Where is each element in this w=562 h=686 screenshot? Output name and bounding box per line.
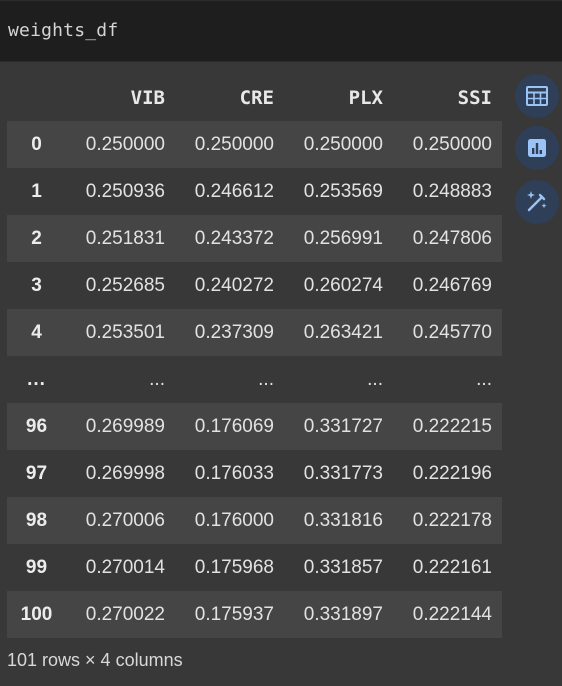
row-index: 2 [31, 227, 42, 249]
table-cell: 0.331857 [303, 556, 383, 578]
table-cell: 0.245770 [412, 321, 492, 343]
table-cell: 0.222196 [412, 462, 492, 484]
table-row: 0 0.250000 0.250000 0.250000 0.250000 [7, 121, 502, 168]
table-cell: 0.256991 [303, 227, 383, 249]
table-cell: 0.331773 [303, 462, 383, 484]
table-cell: 0.263421 [303, 321, 383, 343]
table-cell: 0.251831 [85, 227, 165, 249]
table-cell: 0.331897 [303, 603, 383, 625]
table-cell: 0.331727 [303, 415, 383, 437]
table-row: 3 0.252685 0.240272 0.260274 0.246769 [7, 262, 502, 309]
table-row: 97 0.269998 0.176033 0.331773 0.222196 [7, 450, 502, 497]
row-index: 99 [25, 556, 48, 578]
code-cell-source[interactable]: weights_df [8, 20, 119, 41]
table-cell: 0.250000 [303, 133, 383, 155]
table-cell: 0.250000 [412, 133, 492, 155]
generate-code-button[interactable] [515, 180, 559, 224]
table-row-ellipsis: ... ... ... ... ... [7, 356, 502, 403]
table-cell: 0.246612 [194, 180, 274, 202]
magic-wand-icon [527, 191, 547, 212]
table-cell: 0.222144 [412, 603, 492, 625]
table-cell: 0.250000 [194, 133, 274, 155]
table-cell: 0.176000 [194, 509, 274, 531]
table-cell: ... [149, 368, 165, 390]
row-index: 100 [20, 603, 53, 625]
table-icon [526, 86, 548, 106]
table-cell: 0.253501 [85, 321, 165, 343]
table-cell: 0.252685 [85, 274, 165, 296]
table-cell: 0.222215 [412, 415, 492, 437]
table-cell: ... [476, 368, 492, 390]
row-index: 4 [31, 321, 42, 343]
table-cell: 0.270006 [85, 509, 165, 531]
table-cell: 0.176069 [194, 415, 274, 437]
code-cell[interactable]: weights_df [0, 0, 562, 62]
table-cell: 0.250000 [85, 133, 165, 155]
row-index: 98 [25, 509, 48, 531]
column-header-vib: VIB [130, 86, 165, 109]
row-index: ... [27, 368, 46, 390]
table-cell: ... [258, 368, 274, 390]
index-header [7, 74, 66, 121]
column-header-ssi: SSI [457, 86, 492, 109]
row-index: 97 [25, 462, 48, 484]
table-cell: 0.240272 [194, 274, 274, 296]
convert-to-table-button[interactable] [515, 74, 559, 118]
table-cell: 0.175968 [194, 556, 274, 578]
table-header-row: VIB CRE PLX SSI [7, 74, 502, 121]
table-row: 1 0.250936 0.246612 0.253569 0.248883 [7, 168, 502, 215]
row-index: 0 [31, 133, 42, 155]
row-index: 1 [31, 180, 42, 202]
table-row: 96 0.269989 0.176069 0.331727 0.222215 [7, 403, 502, 450]
table-row: 99 0.270014 0.175968 0.331857 0.222161 [7, 544, 502, 591]
table-cell: 0.222161 [412, 556, 492, 578]
table-cell: 0.237309 [194, 321, 274, 343]
table-cell: 0.222178 [412, 509, 492, 531]
table-cell: 0.260274 [303, 274, 383, 296]
table-row: 98 0.270006 0.176000 0.331816 0.222178 [7, 497, 502, 544]
table-cell: 0.176033 [194, 462, 274, 484]
table-cell: 0.246769 [412, 274, 492, 296]
bar-chart-icon [528, 139, 546, 157]
dataframe-table: VIB CRE PLX SSI 0 0.250000 0.250000 0.25… [7, 74, 502, 638]
table-cell: 0.270022 [85, 603, 165, 625]
table-cell: ... [367, 368, 383, 390]
column-header-cre: CRE [239, 86, 274, 109]
table-cell: 0.248883 [412, 180, 492, 202]
table-cell: 0.270014 [85, 556, 165, 578]
row-index: 96 [25, 415, 48, 437]
table-row: 4 0.253501 0.237309 0.263421 0.245770 [7, 309, 502, 356]
cell-output: VIB CRE PLX SSI 0 0.250000 0.250000 0.25… [0, 62, 562, 686]
table-cell: 0.250936 [85, 180, 165, 202]
table-cell: 0.243372 [194, 227, 274, 249]
table-cell: 0.269989 [85, 415, 165, 437]
column-header-plx: PLX [348, 86, 383, 109]
suggest-charts-button[interactable] [515, 126, 559, 170]
row-index: 3 [31, 274, 42, 296]
table-cell: 0.247806 [412, 227, 492, 249]
table-cell: 0.175937 [194, 603, 274, 625]
table-row: 100 0.270022 0.175937 0.331897 0.222144 [7, 591, 502, 638]
table-cell: 0.269998 [85, 462, 165, 484]
dataframe-shape-summary: 101 rows × 4 columns [7, 650, 183, 670]
table-row: 2 0.251831 0.243372 0.256991 0.247806 [7, 215, 502, 262]
table-cell: 0.253569 [303, 180, 383, 202]
table-cell: 0.331816 [303, 509, 383, 531]
